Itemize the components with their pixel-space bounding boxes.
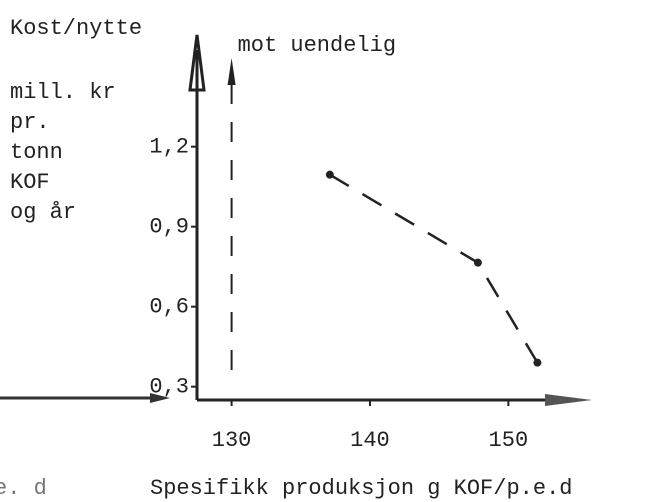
data-point xyxy=(533,358,542,367)
y-label-line: KOF xyxy=(10,170,50,195)
y-tick-label: 0,9 xyxy=(149,214,189,239)
x-tick-label: 140 xyxy=(350,428,390,453)
y-label-line: Kost/nytte xyxy=(10,16,142,41)
x-tick-label: 130 xyxy=(212,428,252,453)
annotation: mot uendelig xyxy=(238,33,396,58)
data-point xyxy=(473,258,482,267)
x-axis-arrow xyxy=(545,394,592,406)
y-label-line: mill. kr xyxy=(10,80,116,105)
y-tick-label: 0,3 xyxy=(149,374,189,399)
y-tick-label: 1,2 xyxy=(149,134,189,159)
y-label-line: og år xyxy=(10,200,76,225)
y-tick-label: 0,6 xyxy=(149,294,189,319)
y-label-line: tonn xyxy=(10,140,63,165)
data-line xyxy=(329,173,539,364)
y-axis-arrow xyxy=(188,34,206,92)
cropped-text: e. d xyxy=(0,476,47,501)
asymptote-arrow xyxy=(227,58,236,85)
data-point xyxy=(325,170,334,179)
x-tick-label: 150 xyxy=(489,428,529,453)
x-axis-label: Spesifikk produksjon g KOF/p.e.d xyxy=(150,476,572,501)
y-label-line: pr. xyxy=(10,110,50,135)
left-arrow-head xyxy=(150,393,170,403)
